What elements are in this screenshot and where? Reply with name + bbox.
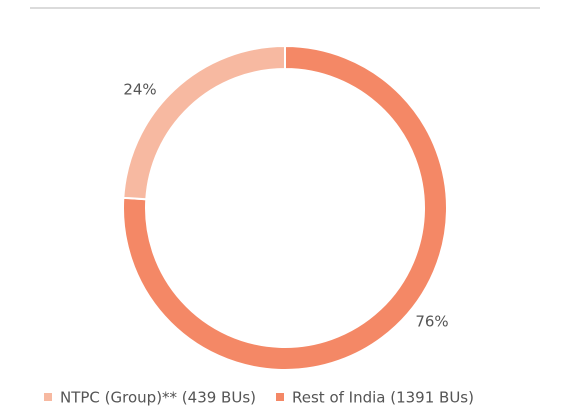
legend-swatch <box>44 393 52 401</box>
legend-label: NTPC (Group)** (439 BUs) <box>60 389 256 407</box>
data-label: 24% <box>123 81 156 99</box>
legend-swatch <box>276 393 284 401</box>
data-label: 76% <box>415 313 448 331</box>
legend-label: Rest of India (1391 BUs) <box>292 389 474 407</box>
donut-slice <box>122 44 448 371</box>
donut-slice <box>122 44 286 201</box>
